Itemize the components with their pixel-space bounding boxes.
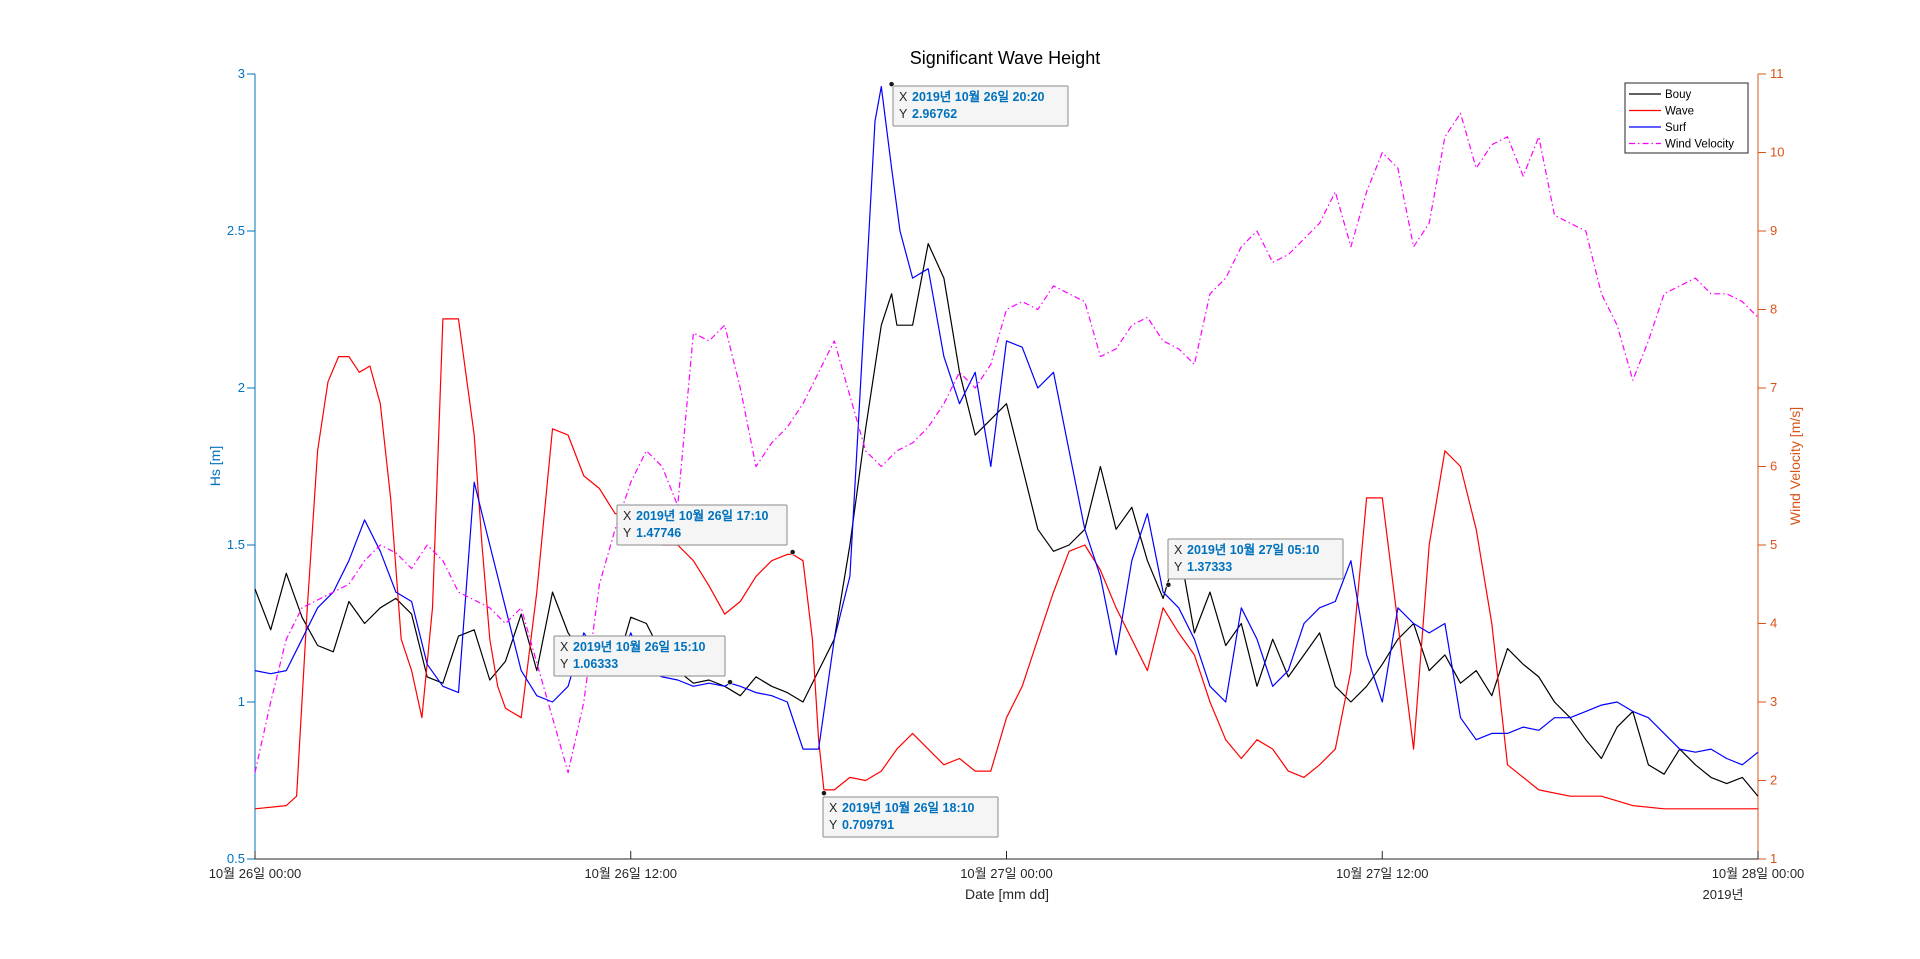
y-axis-left-label: Hs [m]	[207, 446, 223, 486]
datatip-x-value: 2019년 10월 26일 20:20	[912, 89, 1045, 104]
y-right-tick-label: 7	[1770, 380, 1777, 395]
series-layer	[254, 85, 1759, 810]
datatip-x-label: X	[829, 801, 838, 815]
legend-label: Wave	[1665, 106, 1694, 118]
y-right-tick-label: 8	[1770, 302, 1777, 317]
datatip: X 2019년 10월 26일 18:10 Y 0.709791	[821, 790, 999, 838]
datatip-x-value: 2019년 10월 27일 05:10	[1187, 542, 1320, 557]
legend-label: Bouy	[1665, 89, 1691, 101]
datatip-x-label: X	[623, 509, 632, 523]
y-left-tick-label: 2	[238, 380, 245, 395]
datatip-x-label: X	[899, 90, 908, 104]
datatip: X 2019년 10월 26일 20:20 Y 2.96762	[888, 81, 1069, 127]
series-line-surf	[254, 85, 1759, 766]
chart-title: Significant Wave Height	[910, 48, 1100, 68]
datatip-y-value: 0.709791	[842, 818, 894, 832]
y-left-tick-label: 2.5	[227, 223, 245, 238]
y-right-tick-label: 11	[1770, 66, 1784, 81]
y-right-tick-label: 6	[1770, 459, 1777, 474]
datatip-marker	[727, 679, 733, 686]
x-axis-label: Date [mm dd]	[965, 886, 1049, 902]
datatip-box	[616, 504, 788, 546]
datatip-y-value: 1.37333	[1187, 560, 1232, 574]
y-left-tick-label: 0.5	[227, 851, 245, 866]
x-axis-secondary-label: 2019년	[1703, 887, 1744, 902]
datatip: X 2019년 10월 26일 15:10 Y 1.06333	[553, 635, 733, 686]
datatip-y-label: Y	[1174, 560, 1183, 574]
datatip-x-value: 2019년 10월 26일 15:10	[573, 639, 706, 654]
x-tick-label: 10월 26일 12:00	[584, 866, 677, 881]
datatip-box	[1167, 538, 1344, 580]
datatip-y-label: Y	[829, 818, 838, 832]
legend[interactable]: Bouy Wave Surf Wind Velocity	[1624, 82, 1749, 154]
y-left-tick-label: 3	[238, 66, 245, 81]
datatip-marker	[888, 81, 895, 88]
datatip-y-label: Y	[560, 657, 569, 671]
datatip-y-label: Y	[623, 526, 632, 540]
y-right-tick-label: 10	[1770, 145, 1784, 160]
datatip-y-label: Y	[899, 107, 908, 121]
y-right-tick-label: 2	[1770, 773, 1777, 788]
series-line-bouy	[254, 243, 1759, 797]
legend-label: Surf	[1665, 122, 1687, 134]
x-tick-label: 10월 27일 12:00	[1336, 866, 1429, 881]
x-tick-label: 10월 26일 00:00	[209, 866, 302, 881]
y-right-tick-label: 5	[1770, 537, 1777, 552]
datatip-x-label: X	[560, 640, 569, 654]
y-left-tick-label: 1	[238, 694, 245, 709]
y-right-tick-label: 4	[1770, 616, 1777, 631]
datatip-marker	[1165, 581, 1172, 588]
datatip-box	[553, 635, 726, 677]
datatip-x-value: 2019년 10월 26일 17:10	[636, 508, 769, 523]
y-axis-right-label: Wind Velocity [m/s]	[1787, 407, 1803, 525]
datatip-box	[892, 85, 1069, 127]
series-line-wind-velocity	[254, 112, 1759, 774]
datatip: X 2019년 10월 27일 05:10 Y 1.37333	[1165, 538, 1344, 588]
datatip-y-value: 1.47746	[636, 526, 681, 540]
datatip-x-value: 2019년 10월 26일 18:10	[842, 800, 975, 815]
datatip-x-label: X	[1174, 543, 1183, 557]
series-line-wave	[254, 318, 1758, 810]
legend-box	[1624, 82, 1749, 154]
axes: 0.5 1 1.5 2 2.5 3 1 2 3 4 5 6 7 8 9 10 11 10월 26일 00:00 10…	[209, 66, 1805, 881]
datatip-marker	[821, 790, 827, 797]
x-tick-label: 10월 28일 00:00	[1712, 866, 1805, 881]
datatip-marker	[789, 549, 796, 555]
y-right-tick-label: 1	[1770, 851, 1777, 866]
y-right-tick-label: 3	[1770, 694, 1777, 709]
datatip-box	[822, 796, 999, 838]
datatip: X 2019년 10월 26일 17:10 Y 1.47746	[616, 504, 796, 555]
datatips-layer: X 2019년 10월 26일 20:20 Y 2.96762 X 2019년 10월 2…	[553, 81, 1344, 838]
datatip-y-value: 2.96762	[912, 107, 957, 121]
y-right-tick-label: 9	[1770, 223, 1777, 238]
datatip-y-value: 1.06333	[573, 657, 618, 671]
x-tick-label: 10월 27일 00:00	[960, 866, 1053, 881]
y-left-tick-label: 1.5	[227, 537, 245, 552]
legend-label: Wind Velocity	[1665, 139, 1734, 151]
